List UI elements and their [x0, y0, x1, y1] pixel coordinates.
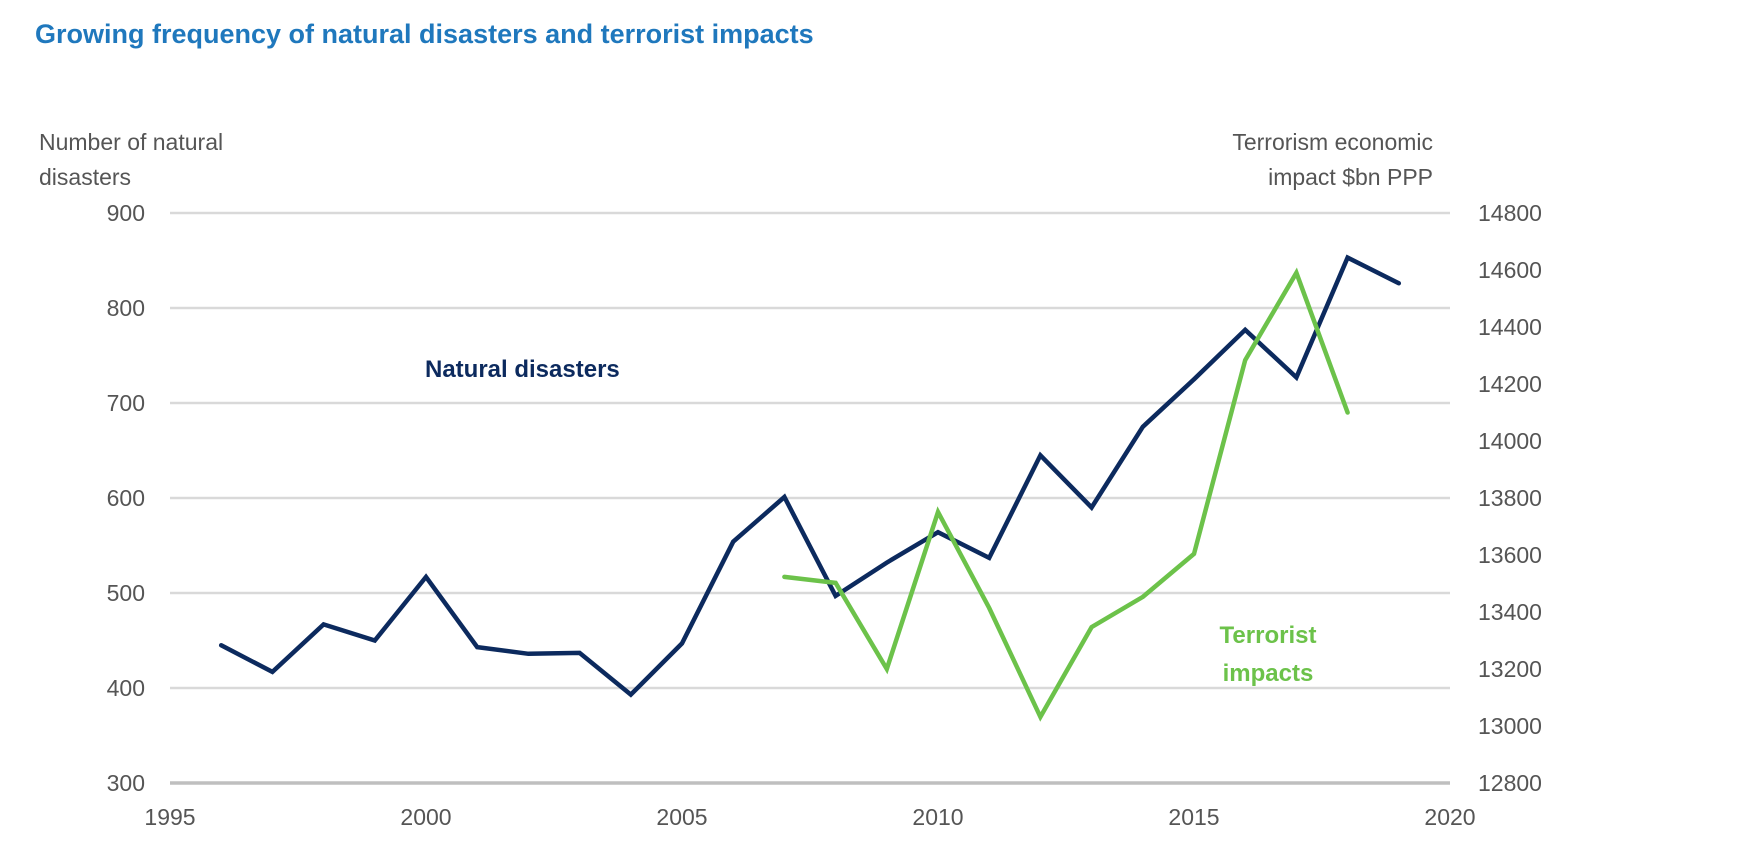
- right-axis-title-line-2: impact $bn PPP: [1268, 164, 1433, 190]
- gridlines: [170, 211, 1450, 785]
- right-axis-ticks: 12800 13000 13200 13400 13600 13800 14000 14200…: [1478, 200, 1542, 796]
- x-tick-label: 2015: [1168, 804, 1219, 830]
- series: [218, 254, 1402, 722]
- left-tick-label: 600: [107, 485, 145, 511]
- series-label-terrorist-impacts: Terrorist impacts: [1220, 622, 1317, 687]
- left-tick-label: 300: [107, 770, 145, 796]
- terrorist-impacts-label-line-2: impacts: [1223, 660, 1314, 687]
- right-tick-label: 13000: [1478, 713, 1542, 739]
- series-line-terrorist-impacts: [782, 267, 1350, 722]
- left-tick-label: 400: [107, 675, 145, 701]
- chart-title: Growing frequency of natural disasters a…: [35, 19, 814, 49]
- right-tick-label: 13200: [1478, 656, 1542, 682]
- left-axis-ticks: 300 400 500 600 700 800 900: [107, 200, 145, 796]
- series-label-natural-disasters: Natural disasters: [425, 356, 620, 383]
- right-axis-title-line-1: Terrorism economic: [1232, 129, 1433, 155]
- left-tick-label: 900: [107, 200, 145, 226]
- x-axis-ticks: 1995 2000 2005 2010 2015 2020: [144, 804, 1475, 830]
- left-axis-title-line-2: disasters: [39, 164, 131, 190]
- left-tick-label: 500: [107, 580, 145, 606]
- right-tick-label: 13600: [1478, 542, 1542, 568]
- terrorist-impacts-label-line-1: Terrorist: [1220, 622, 1317, 649]
- x-tick-label: 2010: [912, 804, 963, 830]
- left-tick-label: 700: [107, 390, 145, 416]
- right-tick-label: 14800: [1478, 200, 1542, 226]
- x-tick-label: 2000: [400, 804, 451, 830]
- left-tick-label: 800: [107, 295, 145, 321]
- x-tick-label: 2005: [656, 804, 707, 830]
- right-tick-label: 13800: [1478, 485, 1542, 511]
- right-tick-label: 12800: [1478, 770, 1542, 796]
- right-tick-label: 14000: [1478, 428, 1542, 454]
- left-axis-title-line-1: Number of natural: [39, 129, 223, 155]
- right-tick-label: 14400: [1478, 314, 1542, 340]
- x-tick-label: 2020: [1424, 804, 1475, 830]
- x-tick-label: 1995: [144, 804, 195, 830]
- natural-disasters-label: Natural disasters: [425, 356, 620, 383]
- right-tick-label: 14200: [1478, 371, 1542, 397]
- series-line-natural-disasters: [218, 254, 1402, 698]
- right-tick-label: 14600: [1478, 257, 1542, 283]
- right-tick-label: 13400: [1478, 599, 1542, 625]
